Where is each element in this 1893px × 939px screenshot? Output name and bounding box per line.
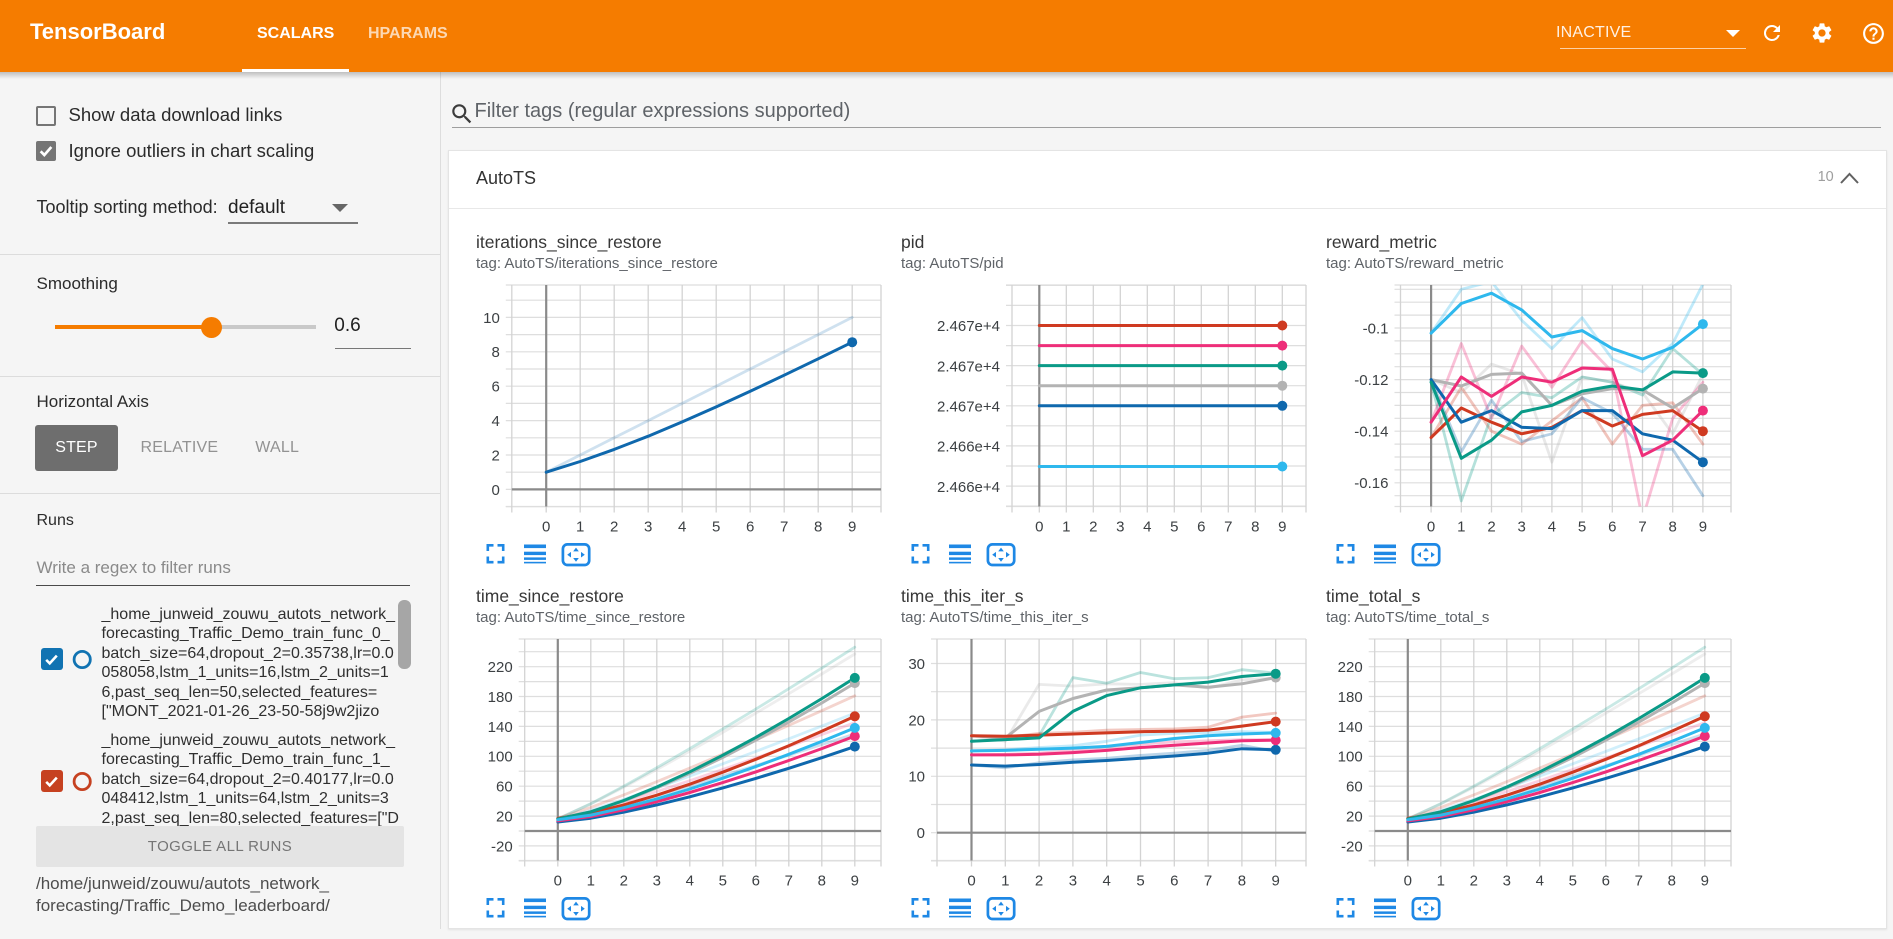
- svg-text:100: 100: [488, 749, 513, 766]
- svg-text:1: 1: [1437, 873, 1445, 890]
- svg-text:9: 9: [1701, 873, 1709, 890]
- svg-text:8: 8: [818, 873, 826, 890]
- svg-text:60: 60: [1346, 779, 1363, 796]
- svg-text:4: 4: [1103, 873, 1111, 890]
- svg-text:-0.1: -0.1: [1363, 320, 1389, 337]
- svg-text:0: 0: [491, 482, 499, 499]
- svg-text:10: 10: [483, 310, 500, 327]
- svg-text:9: 9: [848, 519, 856, 536]
- svg-text:2.467e+4: 2.467e+4: [937, 358, 1000, 375]
- svg-text:-0.16: -0.16: [1354, 475, 1388, 492]
- svg-text:2.467e+4: 2.467e+4: [937, 318, 1000, 335]
- svg-text:8: 8: [1668, 873, 1676, 890]
- svg-text:1: 1: [587, 873, 595, 890]
- svg-text:6: 6: [1608, 519, 1616, 536]
- svg-text:6: 6: [1197, 519, 1205, 536]
- svg-text:180: 180: [488, 689, 513, 706]
- svg-text:3: 3: [644, 519, 652, 536]
- svg-text:7: 7: [1635, 873, 1643, 890]
- svg-text:5: 5: [719, 873, 727, 890]
- svg-text:7: 7: [1224, 519, 1232, 536]
- svg-text:8: 8: [1238, 873, 1246, 890]
- svg-text:5: 5: [712, 519, 720, 536]
- svg-text:4: 4: [678, 519, 686, 536]
- svg-text:3: 3: [1518, 519, 1526, 536]
- svg-text:20: 20: [1346, 809, 1363, 826]
- svg-text:0: 0: [967, 873, 975, 890]
- svg-text:7: 7: [1638, 519, 1646, 536]
- svg-text:5: 5: [1569, 873, 1577, 890]
- svg-text:3: 3: [1503, 873, 1511, 890]
- svg-text:9: 9: [1699, 519, 1707, 536]
- svg-text:2: 2: [1487, 519, 1495, 536]
- svg-text:2: 2: [1470, 873, 1478, 890]
- svg-text:-20: -20: [1341, 838, 1363, 855]
- svg-text:9: 9: [1272, 873, 1280, 890]
- svg-text:0: 0: [1427, 519, 1435, 536]
- svg-text:-0.12: -0.12: [1354, 372, 1388, 389]
- svg-text:2.466e+4: 2.466e+4: [937, 479, 1000, 496]
- svg-text:180: 180: [1338, 689, 1363, 706]
- svg-text:9: 9: [851, 873, 859, 890]
- svg-text:2: 2: [1089, 519, 1097, 536]
- svg-text:0: 0: [1035, 519, 1043, 536]
- svg-text:10: 10: [908, 769, 925, 786]
- svg-text:2: 2: [620, 873, 628, 890]
- svg-text:4: 4: [1548, 519, 1556, 536]
- svg-text:5: 5: [1170, 519, 1178, 536]
- svg-text:140: 140: [488, 719, 513, 736]
- svg-text:8: 8: [1251, 519, 1259, 536]
- svg-text:0: 0: [554, 873, 562, 890]
- svg-text:5: 5: [1136, 873, 1144, 890]
- svg-text:0: 0: [1404, 873, 1412, 890]
- svg-text:5: 5: [1578, 519, 1586, 536]
- svg-text:20: 20: [908, 712, 925, 729]
- svg-text:8: 8: [814, 519, 822, 536]
- svg-text:2.466e+4: 2.466e+4: [937, 439, 1000, 456]
- svg-text:3: 3: [653, 873, 661, 890]
- svg-text:4: 4: [1143, 519, 1151, 536]
- svg-text:2: 2: [1035, 873, 1043, 890]
- svg-text:2.467e+4: 2.467e+4: [937, 399, 1000, 416]
- svg-text:4: 4: [1536, 873, 1544, 890]
- svg-text:0: 0: [542, 519, 550, 536]
- svg-text:140: 140: [1338, 719, 1363, 736]
- svg-text:3: 3: [1069, 873, 1077, 890]
- svg-text:8: 8: [491, 344, 499, 361]
- svg-text:7: 7: [1204, 873, 1212, 890]
- svg-text:7: 7: [780, 519, 788, 536]
- svg-text:9: 9: [1278, 519, 1286, 536]
- svg-text:7: 7: [785, 873, 793, 890]
- svg-text:-0.14: -0.14: [1354, 424, 1388, 441]
- svg-text:30: 30: [908, 656, 925, 673]
- svg-text:6: 6: [491, 379, 499, 396]
- svg-text:2: 2: [610, 519, 618, 536]
- svg-text:220: 220: [1338, 659, 1363, 676]
- svg-text:4: 4: [686, 873, 694, 890]
- svg-text:6: 6: [1170, 873, 1178, 890]
- svg-text:6: 6: [1602, 873, 1610, 890]
- svg-text:220: 220: [488, 659, 513, 676]
- svg-text:1: 1: [1062, 519, 1070, 536]
- svg-text:3: 3: [1116, 519, 1124, 536]
- svg-text:60: 60: [496, 779, 513, 796]
- svg-text:2: 2: [491, 447, 499, 464]
- svg-text:6: 6: [752, 873, 760, 890]
- svg-text:1: 1: [1457, 519, 1465, 536]
- svg-text:4: 4: [491, 413, 499, 430]
- svg-text:6: 6: [746, 519, 754, 536]
- svg-text:1: 1: [1001, 873, 1009, 890]
- svg-text:0: 0: [917, 825, 925, 842]
- svg-text:8: 8: [1669, 519, 1677, 536]
- svg-text:100: 100: [1338, 749, 1363, 766]
- svg-text:20: 20: [496, 809, 513, 826]
- svg-text:1: 1: [576, 519, 584, 536]
- svg-text:-20: -20: [491, 838, 513, 855]
